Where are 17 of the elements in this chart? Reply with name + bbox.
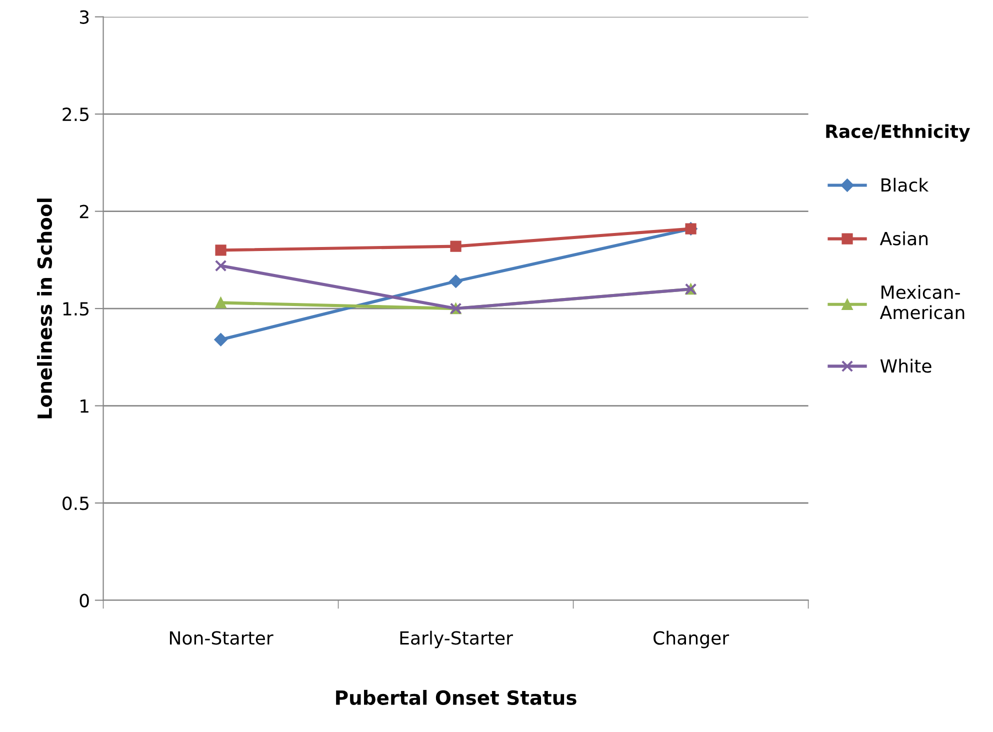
y-axis-title: Loneliness in School <box>36 198 52 418</box>
legend-title: Race/Ethnicity <box>826 124 970 142</box>
y-tick-label: 3 <box>80 10 89 24</box>
y-tick-label: 0.5 <box>62 496 88 510</box>
legend-label: Asian <box>880 231 928 246</box>
y-tick-label: 1.5 <box>63 302 88 316</box>
x-tick-label: Non-Starter <box>170 631 274 645</box>
x-tick-label: Early-Starter <box>400 630 514 648</box>
y-tick-label: 0 <box>80 594 89 608</box>
y-tick-label: 2 <box>80 204 88 218</box>
y-tick-label: 2.5 <box>62 108 88 122</box>
legend-label: Black <box>882 178 929 192</box>
y-tick-label: 1 <box>80 399 88 413</box>
legend-label: White <box>880 358 932 373</box>
x-tick-label: Changer <box>654 630 730 648</box>
x-axis-title: Pubertal Onset Status <box>336 690 576 705</box>
legend-label: Mexican- American <box>880 285 964 320</box>
